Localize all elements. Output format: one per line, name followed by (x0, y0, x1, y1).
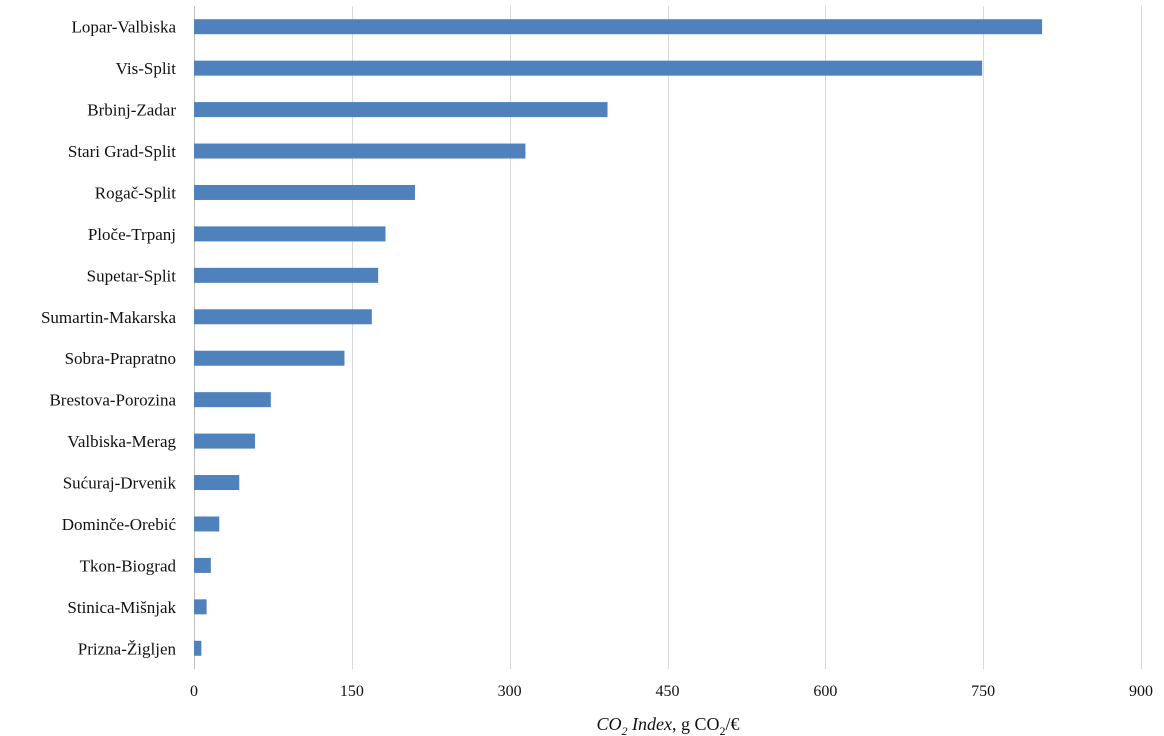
category-label: Stinica-Mišnjak (67, 598, 176, 617)
x-tick-label: 0 (190, 683, 198, 700)
category-label: Ploče-Trpanj (88, 225, 176, 244)
category-label: Brestova-Porozina (49, 391, 176, 410)
category-label: Tkon-Biograd (80, 556, 177, 575)
category-label: Dominče-Orebić (62, 515, 177, 534)
category-label: Stari Grad-Split (68, 142, 176, 161)
bar (194, 557, 211, 573)
category-label: Prizna-Žigljen (78, 639, 177, 658)
bar (194, 226, 386, 242)
category-label: Sućuraj-Drvenik (63, 474, 177, 493)
category-label: Sobra-Prapratno (65, 349, 176, 368)
bars (194, 19, 1043, 656)
category-label: Supetar-Split (87, 266, 177, 285)
category-label: Rogač-Split (95, 183, 176, 202)
bar (194, 350, 345, 366)
x-axis-title: CO2 Index, g CO2/€ (596, 714, 739, 736)
category-label: Valbiska-Merag (67, 432, 176, 451)
x-tick-labels: 0 150 300 450 600 750 900 (190, 683, 1153, 700)
x-tick-label: 450 (656, 683, 680, 700)
bar (194, 392, 271, 408)
category-label: Sumartin-Makarska (41, 308, 176, 327)
bar (194, 60, 983, 76)
x-tick-label: 150 (340, 683, 364, 700)
category-label: Vis-Split (116, 59, 177, 78)
bar (194, 433, 256, 449)
bar (194, 309, 372, 325)
bar (194, 516, 220, 532)
bar (194, 143, 526, 159)
bar (194, 19, 1043, 35)
bar (194, 102, 608, 118)
category-label: Lopar-Valbiska (72, 18, 177, 37)
bar (194, 267, 379, 283)
category-labels: Lopar-Valbiska Vis-Split Brbinj-Zadar Stari… (41, 18, 177, 659)
bar (194, 475, 240, 491)
x-tick-label: 750 (971, 683, 995, 700)
x-tick-label: 600 (813, 683, 837, 700)
x-tick-label: 900 (1129, 683, 1153, 700)
x-tick-label: 300 (498, 683, 522, 700)
category-label: Brbinj-Zadar (87, 101, 176, 120)
bar (194, 599, 207, 615)
bar (194, 184, 415, 200)
bar (194, 640, 202, 656)
